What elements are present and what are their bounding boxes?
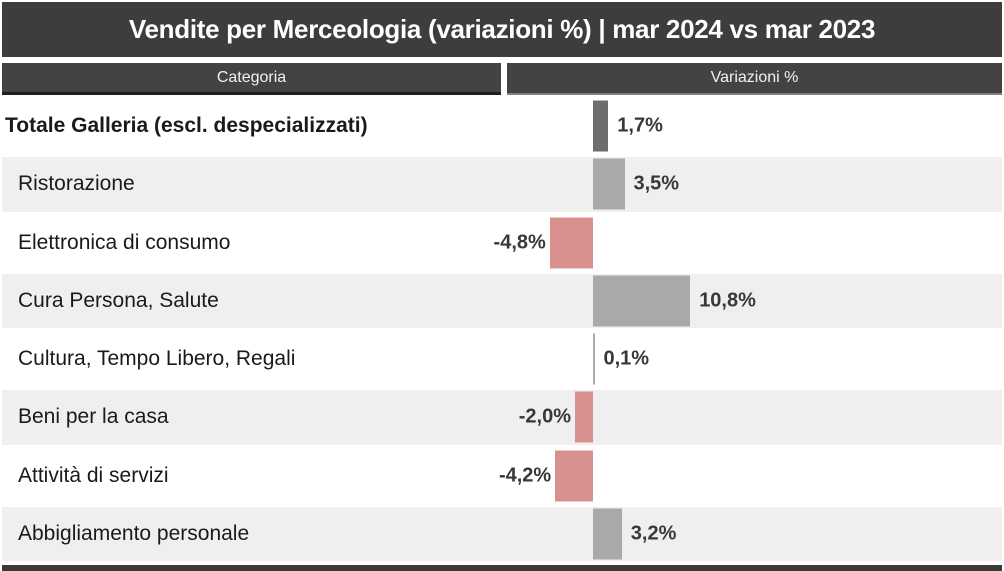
category-label: Abbigliamento personale — [18, 521, 250, 545]
table-row: Abbigliamento personale 3,2% — [2, 504, 1002, 563]
category-label: Ristorazione — [18, 172, 135, 196]
value-bar — [593, 333, 595, 385]
category-label: Cultura, Tempo Libero, Regali — [18, 347, 296, 371]
category-label: Elettronica di consumo — [18, 230, 231, 254]
value-label: 3,5% — [633, 172, 680, 195]
value-label: 1,7% — [617, 114, 663, 137]
category-label: Totale Galleria (escl. despecializzati) — [5, 114, 368, 138]
header-variations: Variazioni % — [507, 63, 1002, 95]
chart-title: Vendite per Merceologia (variazioni %) |… — [2, 2, 1002, 57]
chart-rows: Totale Galleria (escl. despecializzati) 1… — [2, 97, 1002, 563]
category-label: Attività di servizi — [18, 463, 169, 487]
category-label: Beni per la casa — [18, 405, 169, 429]
table-header: Categoria Variazioni % — [2, 63, 1002, 95]
table-row: Beni per la casa -2,0% — [2, 388, 1002, 447]
category-label: Cura Persona, Salute — [18, 288, 219, 312]
value-bar — [575, 391, 593, 443]
table-row: Elettronica di consumo -4,8% — [2, 214, 1002, 272]
value-bar — [593, 158, 625, 210]
value-bar — [549, 217, 593, 269]
table-row: Ristorazione 3,5% — [2, 155, 1002, 214]
value-bar — [555, 450, 593, 502]
value-bar — [593, 275, 691, 327]
value-label: 0,1% — [603, 347, 650, 370]
header-category: Categoria — [2, 63, 501, 95]
table-row: Cultura, Tempo Libero, Regali 0,1% — [2, 330, 1002, 388]
value-label: -4,2% — [498, 464, 552, 487]
table-row: Totale Galleria (escl. despecializzati) 1… — [2, 97, 1002, 155]
value-label: -4,8% — [493, 231, 546, 254]
value-label: 10,8% — [699, 289, 756, 312]
footer-bar — [2, 565, 1002, 571]
value-label: -2,0% — [518, 405, 571, 428]
value-bar — [593, 508, 622, 560]
value-label: 3,2% — [630, 522, 677, 545]
header-divider — [501, 63, 507, 95]
value-bar — [593, 100, 609, 152]
table-row: Attività di servizi -4,2% — [2, 447, 1002, 505]
table-row: Cura Persona, Salute 10,8% — [2, 271, 1002, 330]
